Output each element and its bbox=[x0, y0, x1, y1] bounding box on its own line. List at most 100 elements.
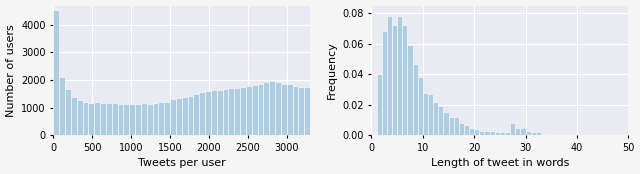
Bar bbox=[275, 82, 281, 135]
Bar bbox=[531, 132, 536, 135]
Bar bbox=[60, 77, 65, 135]
Bar bbox=[374, 113, 380, 135]
Bar bbox=[428, 94, 433, 135]
Bar bbox=[490, 131, 495, 135]
Bar bbox=[510, 123, 515, 135]
Bar bbox=[464, 125, 469, 135]
Bar bbox=[159, 102, 164, 135]
Bar bbox=[304, 87, 310, 135]
Bar bbox=[316, 89, 322, 135]
Bar bbox=[135, 104, 141, 135]
Bar bbox=[170, 99, 176, 135]
Bar bbox=[357, 104, 363, 135]
Bar bbox=[345, 97, 351, 135]
Bar bbox=[397, 16, 403, 135]
Bar bbox=[444, 112, 449, 135]
Bar bbox=[418, 77, 423, 135]
Bar bbox=[234, 88, 240, 135]
Bar bbox=[287, 84, 292, 135]
Bar bbox=[258, 84, 264, 135]
Bar bbox=[454, 117, 459, 135]
Bar bbox=[392, 121, 397, 135]
Bar bbox=[240, 87, 246, 135]
Bar bbox=[408, 45, 413, 135]
Bar bbox=[147, 104, 152, 135]
Bar bbox=[53, 10, 60, 135]
Bar bbox=[525, 131, 531, 135]
Bar bbox=[94, 102, 100, 135]
Bar bbox=[438, 106, 444, 135]
Bar bbox=[484, 131, 490, 135]
X-axis label: Length of tweet in words: Length of tweet in words bbox=[431, 159, 569, 168]
Bar bbox=[500, 132, 505, 135]
Bar bbox=[382, 31, 387, 135]
Bar bbox=[118, 104, 124, 135]
Bar bbox=[252, 85, 258, 135]
Bar bbox=[520, 128, 525, 135]
Bar bbox=[376, 74, 382, 135]
Bar bbox=[217, 90, 223, 135]
Bar bbox=[264, 82, 269, 135]
Bar bbox=[333, 92, 339, 135]
Bar bbox=[505, 132, 510, 135]
Bar bbox=[164, 102, 170, 135]
Bar bbox=[386, 120, 392, 135]
Bar bbox=[351, 99, 357, 135]
Bar bbox=[479, 131, 484, 135]
Y-axis label: Number of users: Number of users bbox=[6, 24, 15, 117]
Bar bbox=[281, 84, 287, 135]
Bar bbox=[387, 16, 392, 135]
Bar bbox=[106, 103, 112, 135]
Bar bbox=[541, 134, 546, 135]
Bar bbox=[515, 128, 520, 135]
Bar bbox=[413, 64, 418, 135]
Bar bbox=[124, 104, 129, 135]
Bar bbox=[469, 128, 474, 135]
Bar bbox=[223, 89, 228, 135]
Bar bbox=[100, 103, 106, 135]
Bar bbox=[363, 106, 369, 135]
Bar bbox=[152, 103, 159, 135]
Bar bbox=[474, 129, 479, 135]
Bar bbox=[459, 123, 464, 135]
Bar bbox=[403, 129, 410, 135]
Bar bbox=[292, 86, 298, 135]
Bar bbox=[369, 109, 374, 135]
Bar bbox=[188, 96, 193, 135]
Bar bbox=[182, 97, 188, 135]
Bar bbox=[298, 87, 304, 135]
Bar bbox=[410, 130, 415, 135]
Bar bbox=[228, 88, 234, 135]
Bar bbox=[380, 116, 386, 135]
Bar bbox=[77, 100, 83, 135]
Bar bbox=[339, 94, 345, 135]
X-axis label: Tweets per user: Tweets per user bbox=[138, 159, 226, 168]
Bar bbox=[246, 86, 252, 135]
Y-axis label: Frequency: Frequency bbox=[327, 41, 337, 99]
Bar bbox=[403, 25, 408, 135]
Bar bbox=[112, 103, 118, 135]
Bar bbox=[449, 117, 454, 135]
Bar bbox=[397, 125, 403, 135]
Bar bbox=[269, 81, 275, 135]
Bar bbox=[392, 25, 397, 135]
Bar bbox=[193, 94, 199, 135]
Bar bbox=[211, 90, 217, 135]
Bar bbox=[536, 132, 541, 135]
Bar bbox=[176, 98, 182, 135]
Bar bbox=[141, 103, 147, 135]
Bar bbox=[310, 86, 316, 135]
Bar bbox=[71, 97, 77, 135]
Bar bbox=[423, 93, 428, 135]
Bar bbox=[65, 89, 71, 135]
Bar bbox=[546, 134, 551, 135]
Bar bbox=[495, 132, 500, 135]
Bar bbox=[88, 103, 94, 135]
Bar bbox=[205, 90, 211, 135]
Bar bbox=[433, 102, 438, 135]
Bar bbox=[328, 92, 333, 135]
Bar bbox=[322, 90, 328, 135]
Bar bbox=[83, 102, 88, 135]
Bar bbox=[199, 92, 205, 135]
Bar bbox=[129, 104, 135, 135]
